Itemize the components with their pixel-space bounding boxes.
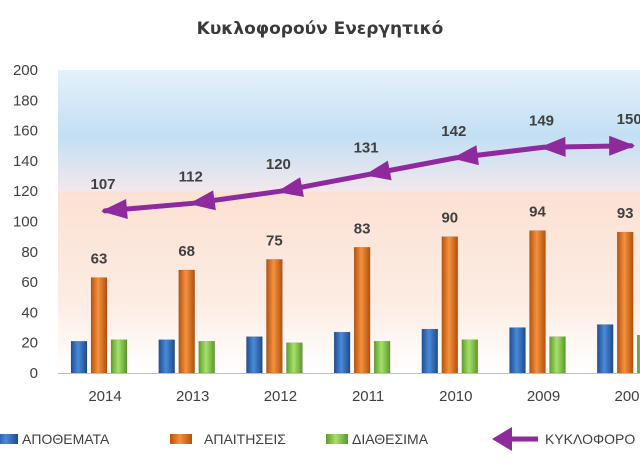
line-data-label: 112 [179,168,203,185]
bar-ΑΠΟΘΕΜΑΤΑ [333,331,351,374]
bar-ΑΠΑΙΤΗΣΕΙΣ [616,231,634,374]
line-data-label: 120 [266,156,291,173]
x-tick-label: 2010 [439,388,472,405]
legend-label: ΑΠΑΙΤΗΣΕΙΣ [204,431,286,447]
bar-ΑΠΟΘΕΜΑΤΑ [509,327,526,374]
line-data-label: 142 [441,123,466,140]
bar-ΑΠΑΙΤΗΣΕΙΣ [266,259,283,374]
bar-ΑΠΑΙΤΗΣΕΙΣ [90,277,108,374]
bar-ΔΙΑΘΕΣΙΜΑ [549,336,566,374]
bar-ΑΠΑΙΤΗΣΕΙΣ [529,230,546,374]
x-tick-label: 2013 [176,388,209,405]
bar-data-label: 93 [617,205,634,222]
y-tick-label: 180 [13,92,38,109]
line-data-label: 107 [90,176,115,193]
plot-band-upper [58,70,640,192]
x-tick-label: 2009 [527,388,560,405]
bar-data-label: 63 [91,251,108,268]
line-arrow-marker [539,136,566,157]
y-axis: 0 20 40 60 80 100 120 140 160 180 200 [13,62,38,382]
line-data-label: 149 [529,112,554,129]
bar-data-label: 68 [178,243,195,260]
legend-swatch-ΑΠΟΘΕΜΑΤΑ [0,434,18,444]
y-tick-label: 160 [13,123,38,140]
line-data-label: 150 [617,111,640,128]
bar-ΔΙΑΘΕΣΙΜΑ [198,340,215,374]
bar-data-label: 83 [354,220,371,237]
legend-swatch-ΔΙΑΘΕΣΙΜΑ [326,434,348,444]
line-arrow-marker [609,135,636,156]
bar-ΔΙΑΘΕΣΙΜΑ [636,334,640,374]
bar-ΔΙΑΘΕΣΙΜΑ [110,339,128,374]
bar-ΔΙΑΘΕΣΙΜΑ [286,342,303,374]
x-tick-label: 2008 [615,388,640,405]
line-arrow-marker [101,199,128,219]
bar-ΑΠΟΘΕΜΑΤΑ [158,339,175,374]
bar-ΑΠΑΙΤΗΣΕΙΣ [441,236,459,374]
line-arrow-marker [451,145,479,166]
y-tick-label: 0 [30,365,38,382]
x-axis: 2014 2013 2012 2011 2010 2009 2008 [58,373,640,405]
y-tick-label: 200 [13,62,38,79]
y-tick-label: 100 [13,214,38,231]
legend-label: ΑΠΟΘΕΜΑΤΑ [22,431,110,447]
y-tick-label: 120 [13,183,38,200]
bar-data-label: 90 [441,210,458,227]
legend-swatch-ΑΠΑΙΤΗΣΕΙΣ [170,434,192,444]
x-tick-label: 2012 [264,388,297,405]
y-tick-label: 140 [13,153,38,170]
bar-data-label: 94 [529,204,546,221]
line-arrow-marker [188,190,216,211]
y-tick-label: 80 [21,244,38,261]
legend: ΑΠΟΘΕΜΑΤΑ ΑΠΑΙΤΗΣΕΙΣ ΔΙΑΘΕΣΙΜΑ ΚΥΚΛΟΦΟΡΟ [0,427,635,451]
y-tick-label: 60 [21,274,38,291]
line-data-label: 131 [354,140,379,157]
legend-label: ΚΥΚΛΟΦΟΡΟ [545,431,635,447]
y-tick-label: 40 [21,304,38,321]
bar-ΑΠΟΘΕΜΑΤΑ [596,324,614,374]
line-series-group: 107 112 120 131 142 149 150 [90,111,640,219]
line-arrow-marker [364,160,392,181]
bar-ΑΠΑΙΤΗΣΕΙΣ [178,269,195,374]
bar-ΔΙΑΘΕΣΙΜΑ [373,340,391,374]
line-arrow-marker [276,177,304,197]
x-tick-label: 2011 [352,388,384,405]
bar-series-group: 63 68 75 83 90 94 93 [70,204,640,374]
bar-ΑΠΑΙΤΗΣΕΙΣ [353,247,371,374]
chart-title: Κυκλοφορούν Ενεργητικό [197,19,444,39]
legend-label: ΔΙΑΘΕΣΙΜΑ [352,431,429,447]
bar-ΑΠΟΘΕΜΑΤΑ [70,340,88,374]
y-tick-label: 20 [21,335,38,352]
bar-ΑΠΟΘΕΜΑΤΑ [421,328,439,374]
bar-ΑΠΟΘΕΜΑΤΑ [246,336,263,374]
x-tick-label: 2014 [88,388,121,405]
bar-ΔΙΑΘΕΣΙΜΑ [461,339,479,374]
legend-swatch-arrow [492,427,512,451]
bar-data-label: 75 [266,232,283,249]
